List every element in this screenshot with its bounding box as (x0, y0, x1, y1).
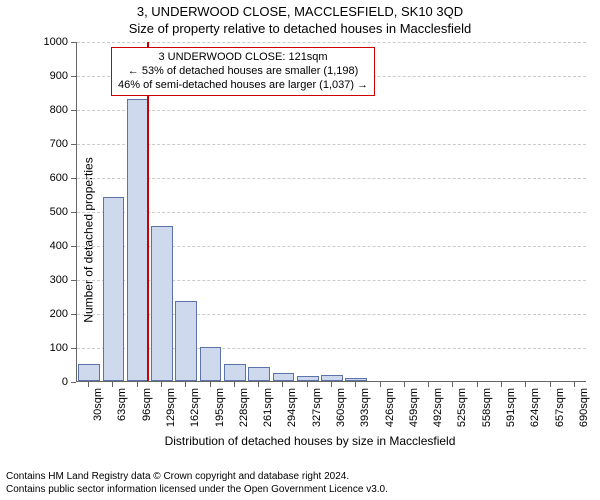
x-tick-label: 228sqm (238, 388, 250, 427)
x-tick-label: 426sqm (384, 388, 396, 427)
x-tick-mark (331, 382, 332, 387)
annotation-line: 3 UNDERWOOD CLOSE: 121sqm (118, 51, 368, 65)
x-tick-mark (452, 382, 453, 387)
histogram-bar (345, 378, 367, 381)
histogram-bar (248, 367, 270, 381)
annotation-line: 46% of semi-detached houses are larger (… (118, 79, 368, 93)
page-title-line2: Size of property relative to detached ho… (0, 19, 600, 36)
y-tick-label: 900 (50, 70, 68, 82)
y-tick-label: 500 (50, 206, 68, 218)
x-axis-label: Distribution of detached houses by size … (30, 434, 590, 448)
x-tick-mark (355, 382, 356, 387)
attribution-line1: Contains HM Land Registry data © Crown c… (6, 471, 388, 484)
histogram-bar (103, 197, 125, 381)
gridline (77, 110, 586, 111)
x-tick-mark (477, 382, 478, 387)
x-tick-mark (307, 382, 308, 387)
histogram-bar (297, 376, 319, 381)
x-tick-area: 30sqm 63sqm 96sqm 129sqm 162sqm 195sqm 228sqm 2… (76, 384, 586, 434)
histogram-bar (127, 99, 149, 381)
y-tick-label: 100 (50, 342, 68, 354)
x-tick-mark (282, 382, 283, 387)
x-tick-mark (137, 382, 138, 387)
gridline (77, 178, 586, 179)
y-tick-label: 700 (50, 138, 68, 150)
y-tick-area: 01002003004005006007008009001000 (44, 42, 76, 382)
gridline (77, 144, 586, 145)
x-tick-label: 129sqm (165, 388, 177, 427)
x-tick-label: 162sqm (189, 388, 201, 427)
x-tick-label: 327sqm (311, 388, 323, 427)
annotation-box: 3 UNDERWOOD CLOSE: 121sqm← 53% of detach… (111, 47, 375, 96)
y-tick-label: 400 (50, 240, 68, 252)
x-tick-label: 558sqm (481, 388, 493, 427)
page-title-line1: 3, UNDERWOOD CLOSE, MACCLESFIELD, SK10 3… (0, 0, 600, 19)
x-tick-label: 63sqm (116, 388, 128, 421)
attribution-text: Contains HM Land Registry data © Crown c… (6, 471, 388, 496)
y-tick-label: 300 (50, 274, 68, 286)
x-tick-label: 492sqm (432, 388, 444, 427)
annotation-line: ← 53% of detached houses are smaller (1,… (118, 65, 368, 79)
x-tick-label: 393sqm (359, 388, 371, 427)
x-tick-label: 525sqm (456, 388, 468, 427)
histogram-bar (151, 226, 173, 381)
x-tick-label: 690sqm (578, 388, 590, 427)
attribution-line2: Contains public sector information licen… (6, 484, 388, 497)
x-tick-label: 195sqm (214, 388, 226, 427)
plot-area: 3 UNDERWOOD CLOSE: 121sqm← 53% of detach… (76, 42, 586, 382)
x-tick-mark (234, 382, 235, 387)
x-tick-mark (258, 382, 259, 387)
x-tick-label: 294sqm (286, 388, 298, 427)
x-tick-label: 360sqm (335, 388, 347, 427)
y-tick-mark (71, 382, 76, 383)
gridline (77, 212, 586, 213)
x-tick-mark (380, 382, 381, 387)
x-tick-label: 624sqm (529, 388, 541, 427)
x-tick-label: 96sqm (141, 388, 153, 421)
histogram-bar (273, 373, 295, 382)
histogram-bar (175, 301, 197, 381)
x-tick-label: 30sqm (92, 388, 104, 421)
x-tick-mark (550, 382, 551, 387)
x-tick-mark (210, 382, 211, 387)
x-tick-mark (428, 382, 429, 387)
y-tick-label: 1000 (44, 36, 68, 48)
gridline (77, 42, 586, 43)
y-tick-label: 800 (50, 104, 68, 116)
histogram-bar (321, 375, 343, 381)
y-tick-label: 0 (62, 376, 68, 388)
histogram-bar (224, 364, 246, 381)
x-tick-mark (161, 382, 162, 387)
y-tick-label: 600 (50, 172, 68, 184)
x-tick-label: 657sqm (554, 388, 566, 427)
x-tick-mark (112, 382, 113, 387)
x-tick-mark (88, 382, 89, 387)
histogram-bar (200, 347, 222, 381)
x-tick-label: 459sqm (408, 388, 420, 427)
y-tick-label: 200 (50, 308, 68, 320)
x-tick-mark (574, 382, 575, 387)
chart-container: Number of detached properties 0100200300… (30, 42, 590, 437)
histogram-bar (78, 364, 100, 381)
x-tick-mark (185, 382, 186, 387)
x-tick-mark (525, 382, 526, 387)
x-tick-label: 261sqm (262, 388, 274, 427)
x-tick-mark (404, 382, 405, 387)
x-tick-label: 591sqm (505, 388, 517, 427)
x-tick-mark (501, 382, 502, 387)
